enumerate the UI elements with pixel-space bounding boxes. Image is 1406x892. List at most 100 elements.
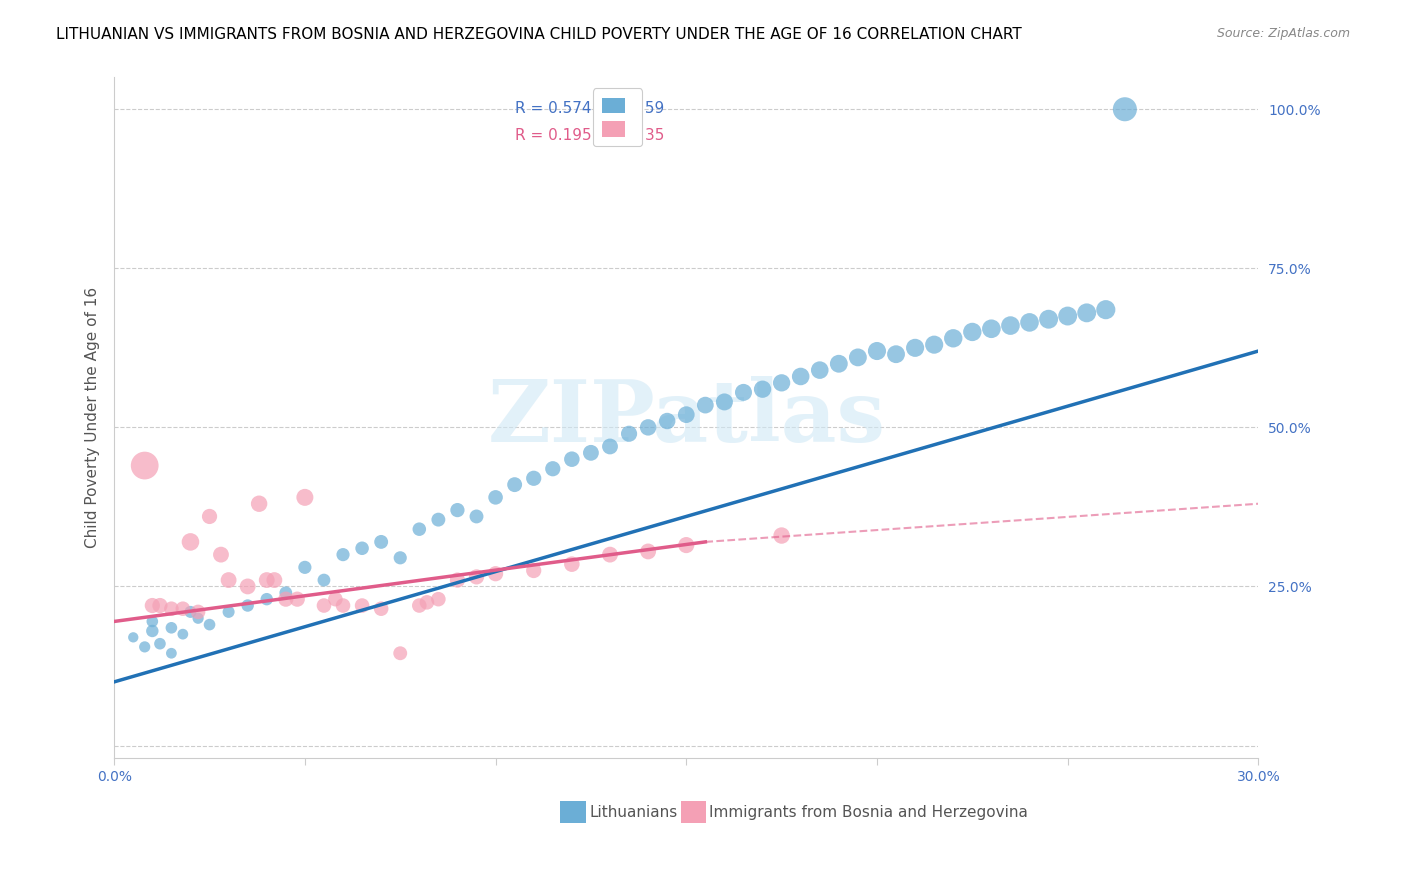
Point <box>172 627 194 641</box>
FancyBboxPatch shape <box>561 801 585 823</box>
Point <box>416 595 439 609</box>
Point <box>209 548 232 562</box>
Point <box>1076 306 1098 320</box>
Point <box>561 557 583 571</box>
Point <box>256 592 278 607</box>
Point <box>675 538 697 552</box>
Point <box>247 497 270 511</box>
Point <box>503 477 526 491</box>
Point <box>884 347 907 361</box>
Point <box>179 535 201 549</box>
Point <box>141 599 163 613</box>
Point <box>657 414 679 428</box>
Point <box>713 395 735 409</box>
Point <box>256 573 278 587</box>
Point <box>236 599 259 613</box>
Point <box>312 599 335 613</box>
Point <box>770 528 793 542</box>
Point <box>637 420 659 434</box>
Point <box>149 637 172 651</box>
Point <box>866 344 889 359</box>
Point <box>141 624 163 638</box>
Point <box>465 570 488 584</box>
Point <box>808 363 831 377</box>
Point <box>922 337 945 351</box>
Point <box>274 586 297 600</box>
Point <box>218 573 240 587</box>
Point <box>637 544 659 558</box>
Point <box>285 592 308 607</box>
FancyBboxPatch shape <box>681 801 706 823</box>
Point <box>846 351 869 365</box>
Point <box>484 566 506 581</box>
Point <box>1056 309 1078 323</box>
Point <box>198 509 221 524</box>
Point <box>389 646 412 660</box>
Point <box>236 579 259 593</box>
Point <box>675 408 697 422</box>
Text: R = 0.574    N = 59: R = 0.574 N = 59 <box>515 101 664 116</box>
Point <box>599 548 621 562</box>
Point <box>370 601 392 615</box>
Text: Lithuanians: Lithuanians <box>589 805 678 820</box>
Point <box>1038 312 1060 326</box>
Point <box>484 491 506 505</box>
Point <box>617 426 640 441</box>
Point <box>1114 102 1136 116</box>
Point <box>352 541 374 556</box>
Point <box>789 369 811 384</box>
Text: Immigrants from Bosnia and Herzegovina: Immigrants from Bosnia and Herzegovina <box>709 805 1028 820</box>
Point <box>408 522 430 536</box>
Point <box>446 503 468 517</box>
Point <box>370 535 392 549</box>
Point <box>695 398 717 412</box>
Text: ZIPatlas: ZIPatlas <box>488 376 886 460</box>
Point <box>332 599 354 613</box>
Point <box>446 573 468 587</box>
Point <box>427 592 450 607</box>
Point <box>187 611 209 625</box>
Point <box>312 573 335 587</box>
Point <box>134 640 156 654</box>
Point <box>325 592 347 607</box>
Text: LITHUANIAN VS IMMIGRANTS FROM BOSNIA AND HERZEGOVINA CHILD POVERTY UNDER THE AGE: LITHUANIAN VS IMMIGRANTS FROM BOSNIA AND… <box>56 27 1022 42</box>
Point <box>294 491 316 505</box>
Point <box>172 601 194 615</box>
Point <box>134 458 156 473</box>
Point <box>541 461 564 475</box>
Point <box>733 385 755 400</box>
Point <box>263 573 285 587</box>
Y-axis label: Child Poverty Under the Age of 16: Child Poverty Under the Age of 16 <box>86 287 100 549</box>
Point <box>198 617 221 632</box>
Point <box>1018 315 1040 329</box>
Point <box>962 325 984 339</box>
Point <box>770 376 793 390</box>
Point <box>149 599 172 613</box>
Point <box>352 599 374 613</box>
Point <box>980 322 1002 336</box>
Point <box>561 452 583 467</box>
Point <box>389 550 412 565</box>
Point <box>187 605 209 619</box>
Point <box>294 560 316 574</box>
Point <box>160 646 183 660</box>
Point <box>942 331 965 345</box>
Text: Source: ZipAtlas.com: Source: ZipAtlas.com <box>1216 27 1350 40</box>
Text: R = 0.195    N = 35: R = 0.195 N = 35 <box>515 128 664 143</box>
Point <box>1000 318 1022 333</box>
Point <box>427 513 450 527</box>
Point <box>465 509 488 524</box>
Point <box>160 621 183 635</box>
Point <box>218 605 240 619</box>
Legend: , : , <box>593 88 643 146</box>
Point <box>408 599 430 613</box>
Point <box>904 341 927 355</box>
Point <box>122 631 145 645</box>
Point <box>523 564 546 578</box>
Point <box>141 615 163 629</box>
Point <box>160 601 183 615</box>
Point <box>828 357 851 371</box>
Point <box>599 440 621 454</box>
Point <box>179 605 201 619</box>
Point <box>1094 302 1116 317</box>
